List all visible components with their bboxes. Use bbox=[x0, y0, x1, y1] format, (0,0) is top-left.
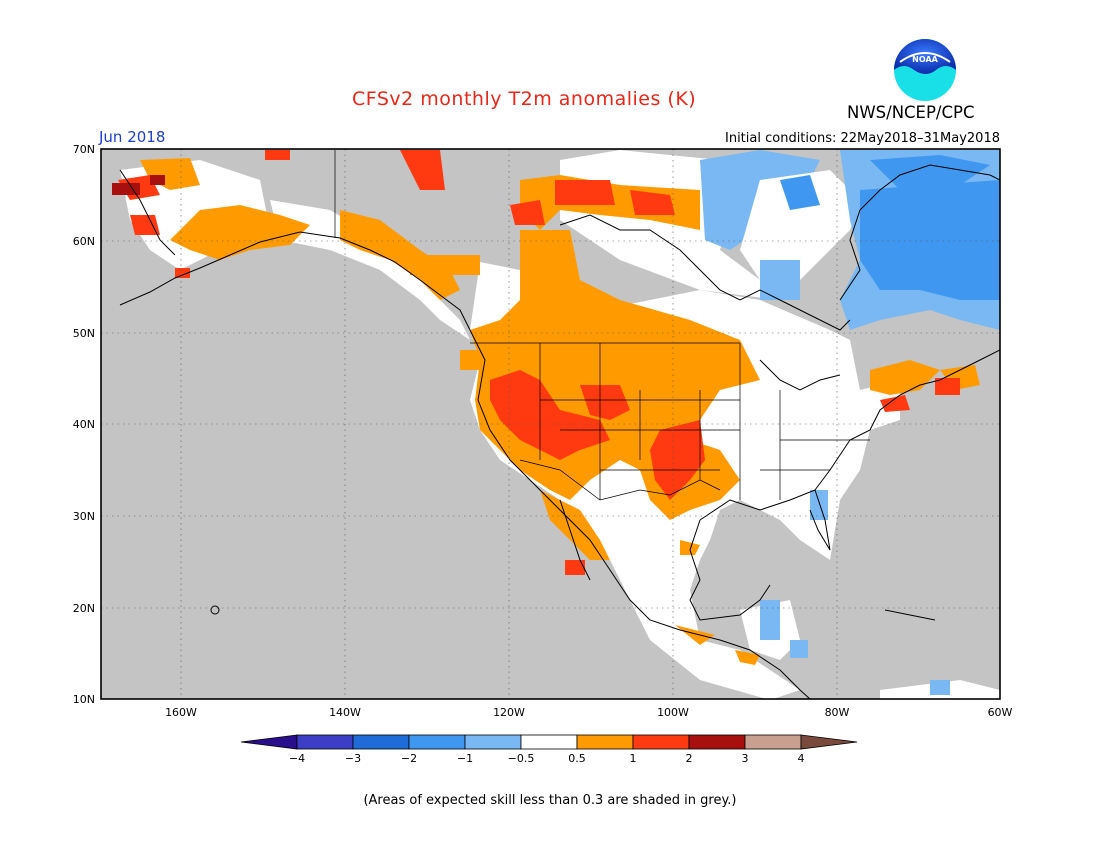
lat-label: 60N bbox=[73, 235, 95, 248]
lat-label: 40N bbox=[73, 418, 95, 431]
colorbar-tick-label: −0.5 bbox=[508, 752, 535, 765]
organization-label: NWS/NCEP/CPC bbox=[847, 103, 975, 122]
colorbar-segment bbox=[688, 734, 746, 750]
colorbar-tick-label: 3 bbox=[742, 752, 749, 765]
map-frame bbox=[100, 148, 1001, 700]
lon-label: 140W bbox=[329, 706, 361, 719]
latitude-labels: 70N 60N 50N 40N 30N 20N 10N bbox=[73, 143, 95, 706]
lon-label: 80W bbox=[825, 706, 850, 719]
political-borders bbox=[334, 150, 870, 501]
map-gridlines bbox=[101, 149, 1000, 699]
footnote: (Areas of expected skill less than 0.3 a… bbox=[363, 793, 737, 808]
colorbar-arrow-high bbox=[800, 734, 858, 750]
longitude-labels: 160W 140W 120W 100W 80W 60W bbox=[165, 706, 1012, 719]
colorbar-segment bbox=[408, 734, 466, 750]
colorbar-segment bbox=[520, 734, 578, 750]
colorbar-segment bbox=[352, 734, 410, 750]
noaa-logo: NOAA bbox=[894, 39, 956, 101]
chart-title: CFSv2 monthly T2m anomalies (K) bbox=[352, 88, 697, 110]
lat-label: 70N bbox=[73, 143, 95, 156]
colorbar-tick-label: −4 bbox=[289, 752, 305, 765]
colorbar-segment bbox=[744, 734, 802, 750]
anomaly-field bbox=[112, 150, 1000, 699]
noaa-logo-text: NOAA bbox=[912, 55, 938, 64]
colorbar bbox=[240, 734, 858, 750]
colorbar-tick-label: −1 bbox=[457, 752, 473, 765]
lon-label: 60W bbox=[988, 706, 1013, 719]
strong-warm-anomaly-areas bbox=[118, 150, 960, 575]
colorbar-tick-label: 0.5 bbox=[568, 752, 586, 765]
colorbar-tick-label: 4 bbox=[798, 752, 805, 765]
lat-label: 10N bbox=[73, 693, 95, 706]
lon-label: 160W bbox=[165, 706, 197, 719]
colorbar-tick-label: −3 bbox=[345, 752, 361, 765]
lon-label: 120W bbox=[493, 706, 525, 719]
colorbar-tick-label: −2 bbox=[401, 752, 417, 765]
forecast-month: Jun 2018 bbox=[99, 128, 166, 146]
lat-label: 30N bbox=[73, 510, 95, 523]
colorbar-segment bbox=[576, 734, 634, 750]
colorbar-tick-label: 2 bbox=[686, 752, 693, 765]
initial-conditions: Initial conditions: 22May2018–31May2018 bbox=[725, 131, 1000, 146]
coastlines bbox=[119, 164, 1000, 699]
lon-label: 100W bbox=[657, 706, 689, 719]
colorbar-segment bbox=[296, 734, 354, 750]
lat-label: 50N bbox=[73, 327, 95, 340]
cold-anomaly-areas bbox=[700, 150, 1000, 695]
very-strong-warm-areas bbox=[112, 175, 165, 195]
colorbar-tick-label: 1 bbox=[630, 752, 637, 765]
colorbar-labels: −4 −3 −2 −1 −0.5 0.5 1 2 3 4 bbox=[289, 752, 805, 765]
lat-label: 20N bbox=[73, 602, 95, 615]
colorbar-segment bbox=[632, 734, 690, 750]
colorbar-arrow-low bbox=[240, 734, 298, 750]
colorbar-segment bbox=[464, 734, 522, 750]
